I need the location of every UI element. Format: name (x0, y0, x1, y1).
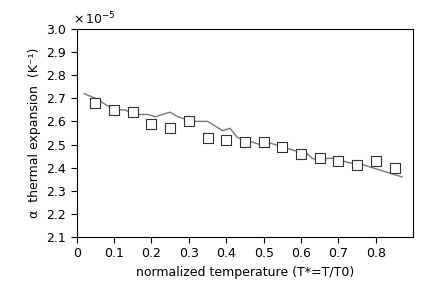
Point (204, 135, 211, 140)
Y-axis label: α  thermal expansion  (K⁻¹): α thermal expansion (K⁻¹) (28, 48, 41, 218)
Point (317, 156, 323, 161)
Point (260, 140, 267, 144)
X-axis label: normalized temperature (T*=T/T0): normalized temperature (T*=T/T0) (136, 266, 354, 279)
Point (391, 165, 398, 170)
Point (111, 108, 118, 112)
Point (185, 119, 192, 124)
Point (167, 126, 173, 131)
Point (298, 151, 305, 156)
Point (279, 144, 286, 149)
Point (335, 158, 342, 163)
Point (92, 101, 99, 105)
Point (148, 121, 155, 126)
Point (372, 158, 379, 163)
Point (130, 110, 136, 114)
Point (223, 138, 230, 142)
Point (354, 163, 360, 168)
Text: $\times\,10^{-5}$: $\times\,10^{-5}$ (73, 10, 116, 27)
Point (242, 140, 248, 144)
